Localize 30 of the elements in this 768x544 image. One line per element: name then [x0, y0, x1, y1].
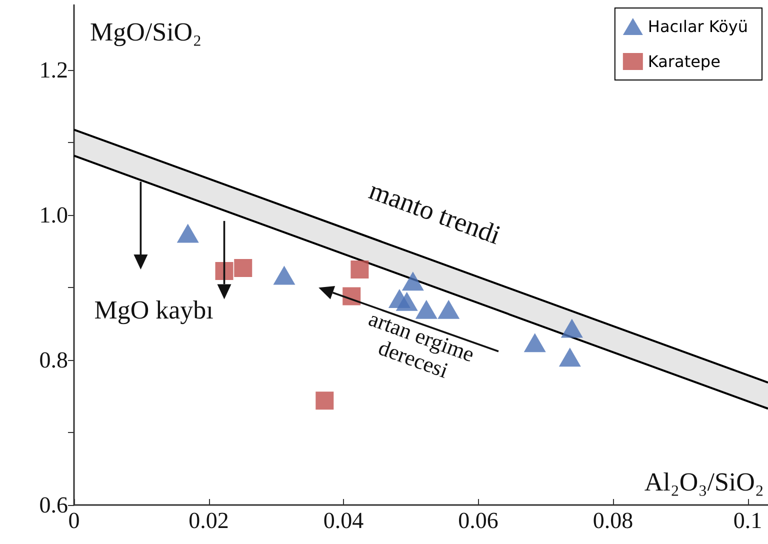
point: [402, 272, 424, 291]
x-axis-title: Al₂O₃/SiO₂: [644, 468, 764, 496]
point: [215, 262, 234, 280]
point: [560, 318, 583, 338]
x-tick-label: 0: [68, 508, 80, 533]
annotation: MgO kaybı: [94, 296, 214, 324]
legend-label: Karatepe: [648, 52, 720, 71]
y-tick-label: 0.8: [39, 348, 68, 373]
point: [415, 300, 438, 319]
y-tick-label: 1.2: [39, 58, 68, 83]
annotation: artan ergime derecesi: [366, 306, 478, 383]
x-tick-label: 0.04: [323, 508, 364, 533]
point: [316, 392, 334, 410]
point: [524, 333, 546, 352]
x-tick-label: 0.06: [458, 508, 498, 533]
point: [438, 300, 460, 319]
y-tick-label: 1.0: [39, 202, 68, 228]
point: [176, 224, 199, 243]
legend-label: Hacılar Köyü: [648, 17, 748, 36]
point: [350, 260, 369, 278]
x-tick-label: 0.1: [733, 508, 762, 533]
annotation: manto trendi: [365, 174, 504, 250]
x-tick-label: 0.02: [188, 508, 229, 533]
point: [558, 348, 581, 367]
y-axis-title: MgO/SiO₂: [90, 18, 202, 46]
y-tick-label: 0.6: [39, 492, 68, 518]
point: [396, 292, 418, 311]
point: [273, 266, 296, 285]
x-tick-label: 0.08: [592, 508, 634, 533]
point: [234, 259, 252, 278]
